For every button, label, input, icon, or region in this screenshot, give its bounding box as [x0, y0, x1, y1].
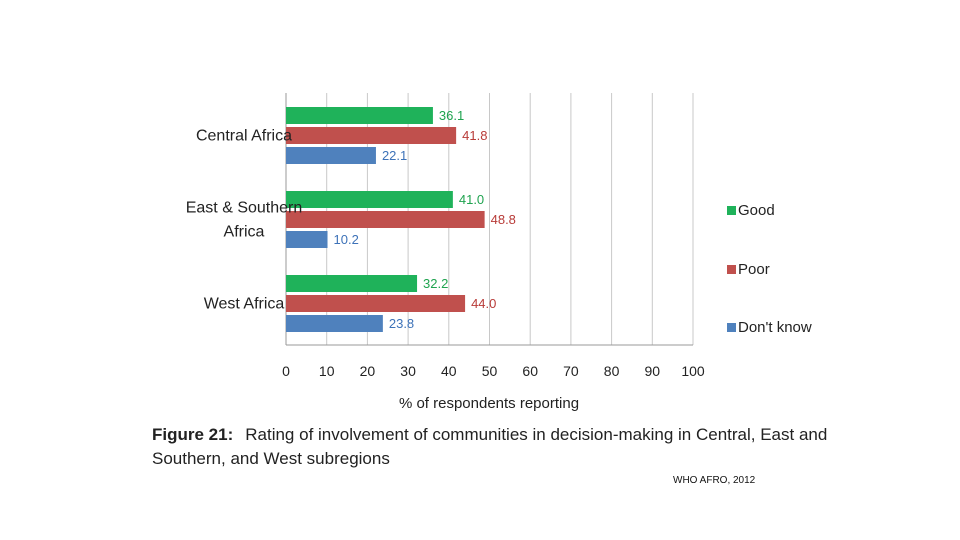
x-tick-label: 0 [282, 363, 290, 379]
data-label: 22.1 [382, 148, 407, 163]
legend-label: Don't know [738, 319, 812, 336]
x-tick-label: 50 [482, 363, 498, 379]
bar [286, 231, 328, 248]
x-tick-labels: 0 10 20 30 40 50 60 70 80 90 100 [282, 363, 705, 379]
bar [286, 107, 433, 124]
bar [286, 211, 485, 228]
category-label-line: West Africa [204, 296, 285, 313]
data-label: 36.1 [439, 108, 464, 123]
legend-label: Poor [738, 261, 770, 278]
x-tick-label: 90 [645, 363, 661, 379]
data-label: 32.2 [423, 276, 448, 291]
x-tick-label: 30 [400, 363, 416, 379]
x-tick-label: 40 [441, 363, 457, 379]
category-label-line: East & Southern [186, 200, 303, 217]
legend: Good Poor Don't know [727, 202, 812, 336]
x-tick-label: 20 [360, 363, 376, 379]
data-label: 48.8 [491, 212, 516, 227]
x-axis-label: % of respondents reporting [399, 395, 579, 412]
bar [286, 315, 383, 332]
data-label: 10.2 [334, 232, 359, 247]
figure-label: Figure 21: [152, 425, 234, 444]
caption-text: Rating of involvement of communities in … [152, 425, 828, 468]
figure-caption: Figure 21: Rating of involvement of commu… [152, 423, 832, 471]
bar [286, 275, 418, 292]
data-label: 44.0 [471, 296, 496, 311]
bar [286, 127, 457, 144]
legend-swatch [727, 323, 736, 332]
x-tick-label: 100 [681, 363, 705, 379]
x-tick-label: 70 [563, 363, 579, 379]
x-tick-label: 10 [319, 363, 335, 379]
x-tick-label: 60 [522, 363, 538, 379]
category-label-line: Africa [224, 224, 265, 241]
data-label: 23.8 [389, 316, 414, 331]
source-note: WHO AFRO, 2012 [673, 475, 756, 486]
data-labels: 36.1 41.8 22.1 41.0 48.8 10.2 32.2 44.0 23.8 [334, 108, 516, 331]
x-tick-label: 80 [604, 363, 620, 379]
bar [286, 147, 376, 164]
legend-swatch [727, 206, 736, 215]
category-labels: Central Africa East & Southern Africa West … [186, 128, 303, 313]
legend-swatch [727, 265, 736, 274]
category-label: Central Africa [196, 128, 292, 145]
legend-label: Good [738, 202, 775, 219]
data-label: 41.8 [462, 128, 487, 143]
data-label: 41.0 [459, 192, 484, 207]
category-label: West Africa [204, 296, 285, 313]
bars [286, 107, 485, 332]
category-label-line: Central Africa [196, 128, 292, 145]
bar [286, 191, 453, 208]
bar [286, 295, 466, 312]
category-label: East & Southern Africa [186, 200, 303, 241]
